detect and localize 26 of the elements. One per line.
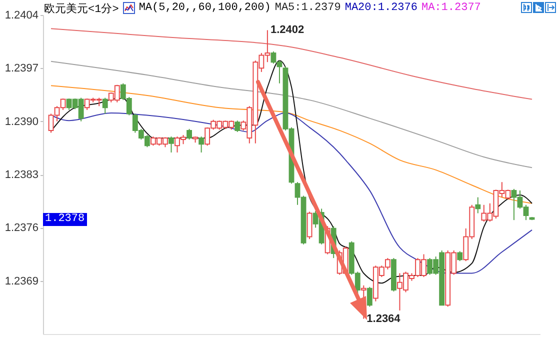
candlestick	[234, 120, 240, 132]
candlestick	[198, 136, 204, 153]
candlestick	[366, 286, 372, 308]
candlestick	[306, 211, 312, 240]
y-tick-label: 1.2383	[4, 169, 38, 181]
candlestick	[457, 250, 463, 262]
candlestick	[475, 196, 481, 214]
text: MA20:1.2376	[344, 2, 418, 14]
y-tick-label: 1.2404	[4, 10, 38, 22]
line-series	[50, 85, 532, 204]
annotation: 1.2402	[270, 24, 304, 36]
annotation: 1.2364	[366, 312, 402, 325]
y-tick-label: 1.2376	[4, 222, 38, 234]
chart-subtitle: MA(5,20,,60,100,200)	[138, 2, 271, 14]
candlestick	[102, 97, 108, 114]
y-tick-label: 1.2369	[4, 275, 38, 288]
candlestick	[186, 128, 192, 140]
y-tick-label: 1.2390	[4, 116, 38, 128]
candlestick	[360, 284, 366, 320]
text: MA5:1.2379	[274, 2, 341, 14]
y-tick-label: 1.2397	[4, 62, 38, 75]
annotation: 1.2378	[43, 212, 87, 226]
chart-title: 欧元美元<1分>	[44, 2, 119, 16]
text: MA:1.2377	[421, 2, 481, 14]
line-series	[50, 60, 532, 168]
candlestick	[168, 136, 174, 153]
